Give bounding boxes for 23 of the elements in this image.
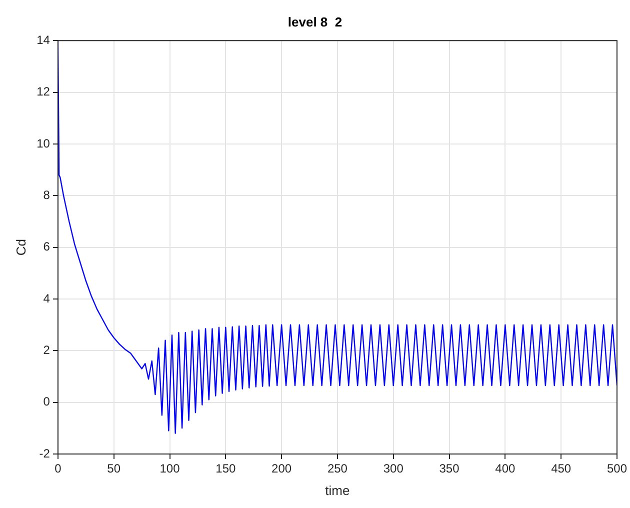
x-tick-label: 50 bbox=[107, 462, 121, 476]
x-tick-label: 350 bbox=[439, 462, 460, 476]
x-tick-label: 300 bbox=[383, 462, 404, 476]
x-tick-label: 400 bbox=[495, 462, 516, 476]
y-tick-label: -2 bbox=[39, 446, 50, 460]
x-tick-label: 150 bbox=[216, 462, 236, 476]
y-tick-label: 12 bbox=[36, 84, 50, 99]
y-axis-title: Cd bbox=[13, 238, 28, 256]
y-tick-label: 8 bbox=[43, 188, 50, 202]
y-tick-label: 10 bbox=[36, 136, 50, 150]
y-tick-label: 4 bbox=[43, 291, 50, 306]
y-tick-label: 6 bbox=[43, 240, 50, 254]
x-tick-label: 100 bbox=[160, 462, 180, 476]
x-axis-title: time bbox=[325, 482, 350, 498]
y-tick-label: 14 bbox=[36, 32, 50, 47]
y-tick-label: 0 bbox=[43, 394, 50, 409]
x-tick-label: 0 bbox=[54, 462, 62, 476]
x-tick-label: 450 bbox=[551, 462, 572, 476]
y-tick-label: 2 bbox=[43, 342, 50, 357]
chart-title: level 8 2 bbox=[288, 14, 342, 30]
x-tick-label: 500 bbox=[606, 462, 628, 476]
x-tick-label: 250 bbox=[327, 462, 348, 476]
x-tick-label: 200 bbox=[272, 462, 292, 476]
